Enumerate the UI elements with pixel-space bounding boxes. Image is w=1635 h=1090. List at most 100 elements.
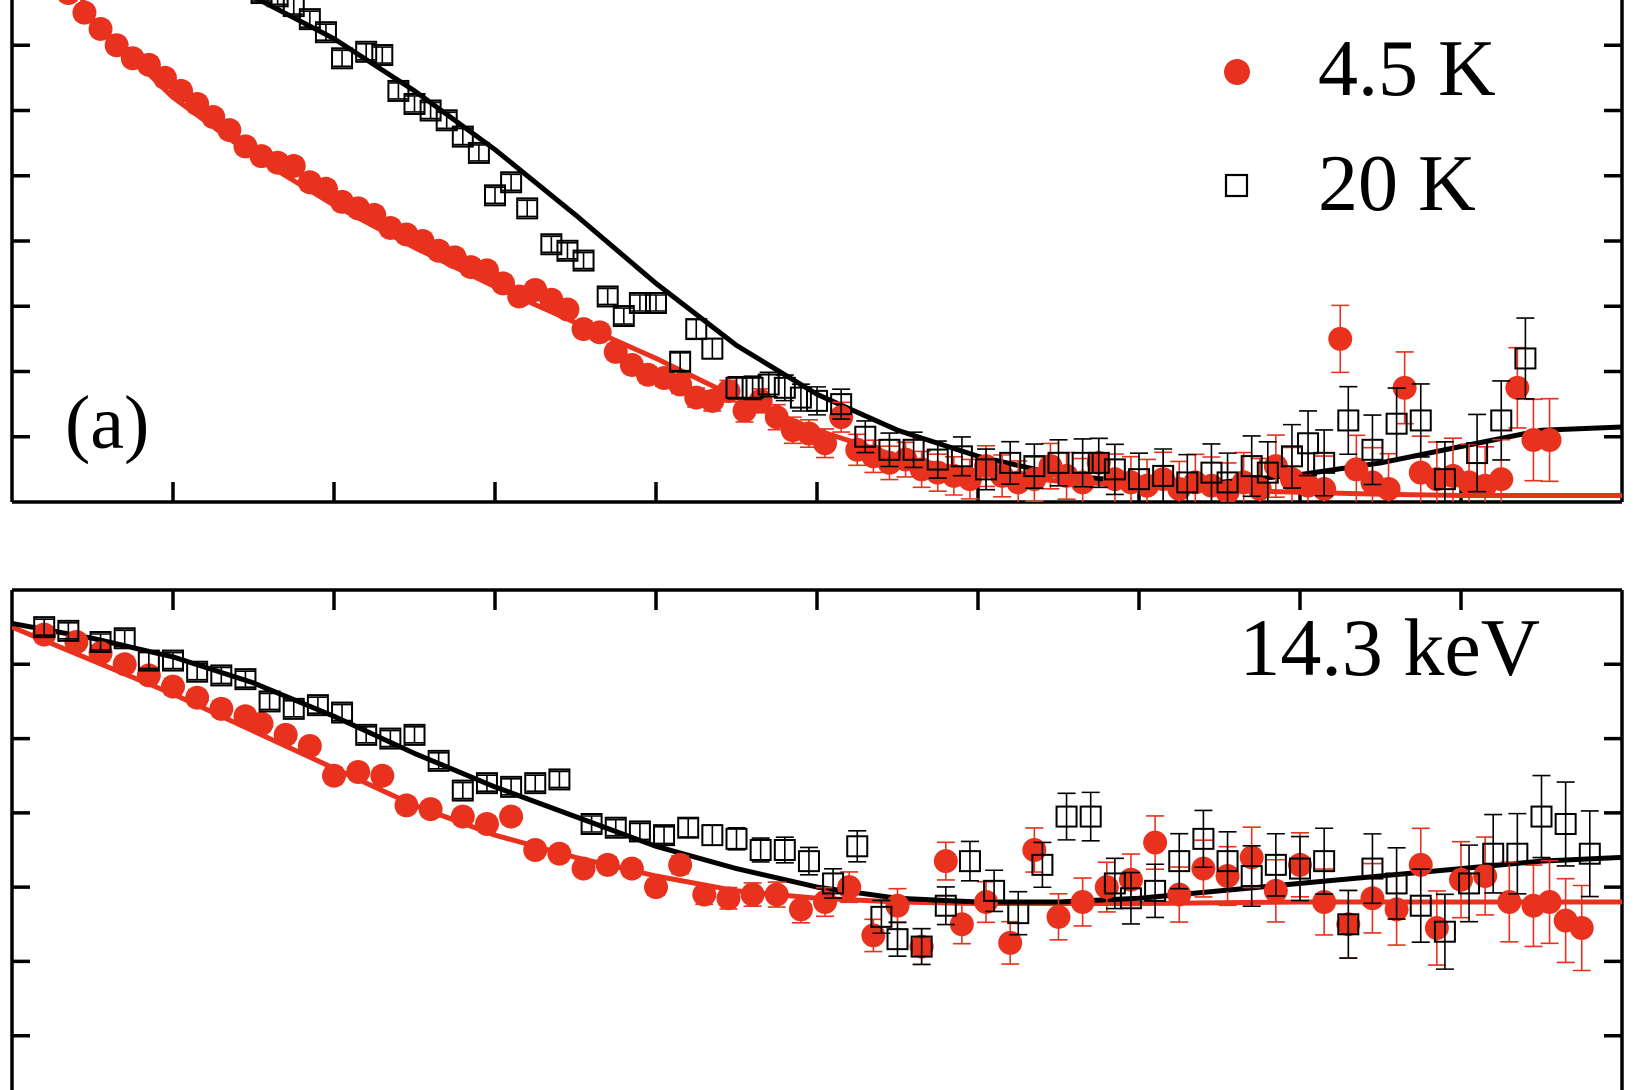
series-20k-point [500, 171, 523, 194]
series-4p5k-point [249, 711, 274, 736]
series-20k-point [1144, 879, 1167, 902]
plot-area [12, 616, 1622, 972]
series-4p5k-point [491, 271, 516, 296]
series-4p5k-point [974, 890, 999, 914]
series-20k-point [1216, 471, 1239, 494]
series-20k-point [572, 249, 595, 272]
series-20k-point [1240, 455, 1263, 478]
series-20k-point [524, 772, 547, 795]
series-4p5k-point [1328, 326, 1353, 351]
series-4p5k-point [1489, 467, 1514, 492]
series-20k-point [701, 824, 724, 847]
legend: 4.5 K 20 K [1224, 25, 1496, 228]
series-4p5k-point [1569, 916, 1594, 940]
series-20k-point [1466, 442, 1489, 465]
series-20k-point [1216, 850, 1239, 873]
series-20k-point [1055, 805, 1078, 828]
series-4p5k-point [88, 16, 113, 41]
series-20k-point [186, 660, 209, 683]
series-20k-point [387, 79, 410, 102]
series-4p5k-point [88, 641, 113, 666]
series-20k-point [484, 184, 506, 207]
series-20k-point [628, 291, 651, 314]
series-20k-point [1280, 445, 1303, 468]
series-20k-point [1313, 451, 1336, 474]
series-4p5k-point [370, 763, 395, 788]
series-20k-point [789, 386, 812, 409]
legend-marker-4p5k [1224, 59, 1250, 85]
series-20k-point [282, 697, 305, 720]
series-20k-point [757, 373, 780, 396]
series-4p5k-point [273, 722, 298, 747]
series-20k-point [540, 233, 563, 256]
series-20k-point [331, 47, 354, 70]
series-4p5k-point [813, 431, 838, 456]
series-20k-point [725, 376, 748, 399]
series-4p5k-point [112, 652, 137, 677]
series-20k-point [250, 0, 273, 5]
series-20k-point [1297, 432, 1320, 455]
series-20k-point [870, 905, 893, 928]
series-20k-point [1313, 850, 1336, 873]
series-20k-point [1433, 468, 1456, 491]
series-20k-point [1409, 894, 1432, 917]
series-20k-point [1458, 872, 1481, 895]
series-20k-point [725, 827, 748, 850]
series-20k-point [451, 125, 474, 148]
series-20k-point [33, 616, 56, 639]
series-20k-point [1103, 872, 1126, 895]
series-20k-point [902, 438, 925, 461]
series-4p5k-point [764, 405, 789, 430]
series-4p5k-point [450, 804, 475, 829]
series-20k-point [403, 723, 426, 746]
series-20k-point [282, 0, 305, 18]
series-20k-point [645, 291, 667, 314]
series-4p5k-point [362, 202, 387, 227]
series-4p5k-point [740, 882, 765, 907]
series-20k-point [1192, 827, 1215, 850]
series-20k-point [628, 820, 651, 843]
series-20k-point [403, 92, 426, 115]
series-4p5k-point [201, 105, 226, 130]
series-20k-point [773, 839, 796, 861]
series-20k-point [1007, 902, 1030, 925]
panel-b [10, 588, 1624, 1090]
series-20k-point [1031, 853, 1054, 876]
series-4p5k-point [668, 852, 693, 877]
series-20k-point [1506, 842, 1529, 865]
series-4p5k-point [1143, 830, 1168, 855]
series-4p5k-point [1537, 428, 1562, 453]
series-4p5k-point [837, 875, 862, 900]
series-20k-point [934, 894, 957, 917]
series-20k-point [1264, 853, 1287, 876]
series-20k-point [314, 21, 337, 44]
series-20k-point [580, 813, 603, 835]
series-20k-point [685, 318, 708, 341]
series-4p5k-point [169, 78, 194, 103]
series-20k-point [355, 723, 378, 746]
energy-annotation: 14.3 keV [1239, 602, 1540, 693]
series-20k-point [1385, 872, 1408, 895]
series-20k-point [975, 458, 998, 481]
legend-label-20k: 20 K [1318, 140, 1476, 228]
series-20k-point [1289, 857, 1311, 880]
series-20k-point [258, 690, 281, 713]
series-20k-point [379, 727, 402, 750]
series-4p5k-point [933, 849, 958, 874]
series-20k-point [89, 631, 112, 653]
series-4p5k-point [1022, 838, 1047, 862]
plot-area [58, 0, 1622, 502]
series-4p5k-point [1070, 890, 1095, 914]
series-4p5k-point [499, 804, 524, 829]
series-4p5k-point [555, 297, 580, 322]
series-20k-point [435, 109, 458, 132]
series-20k-point [1361, 438, 1384, 461]
series-20k-point [500, 775, 523, 798]
series-20k-point [854, 425, 877, 448]
series-4p5k-point [136, 52, 161, 77]
series-4p5k-point [64, 630, 89, 654]
series-20k-point [910, 935, 933, 958]
series-4p5k-point [1046, 904, 1071, 929]
series-20k-point [427, 749, 450, 772]
